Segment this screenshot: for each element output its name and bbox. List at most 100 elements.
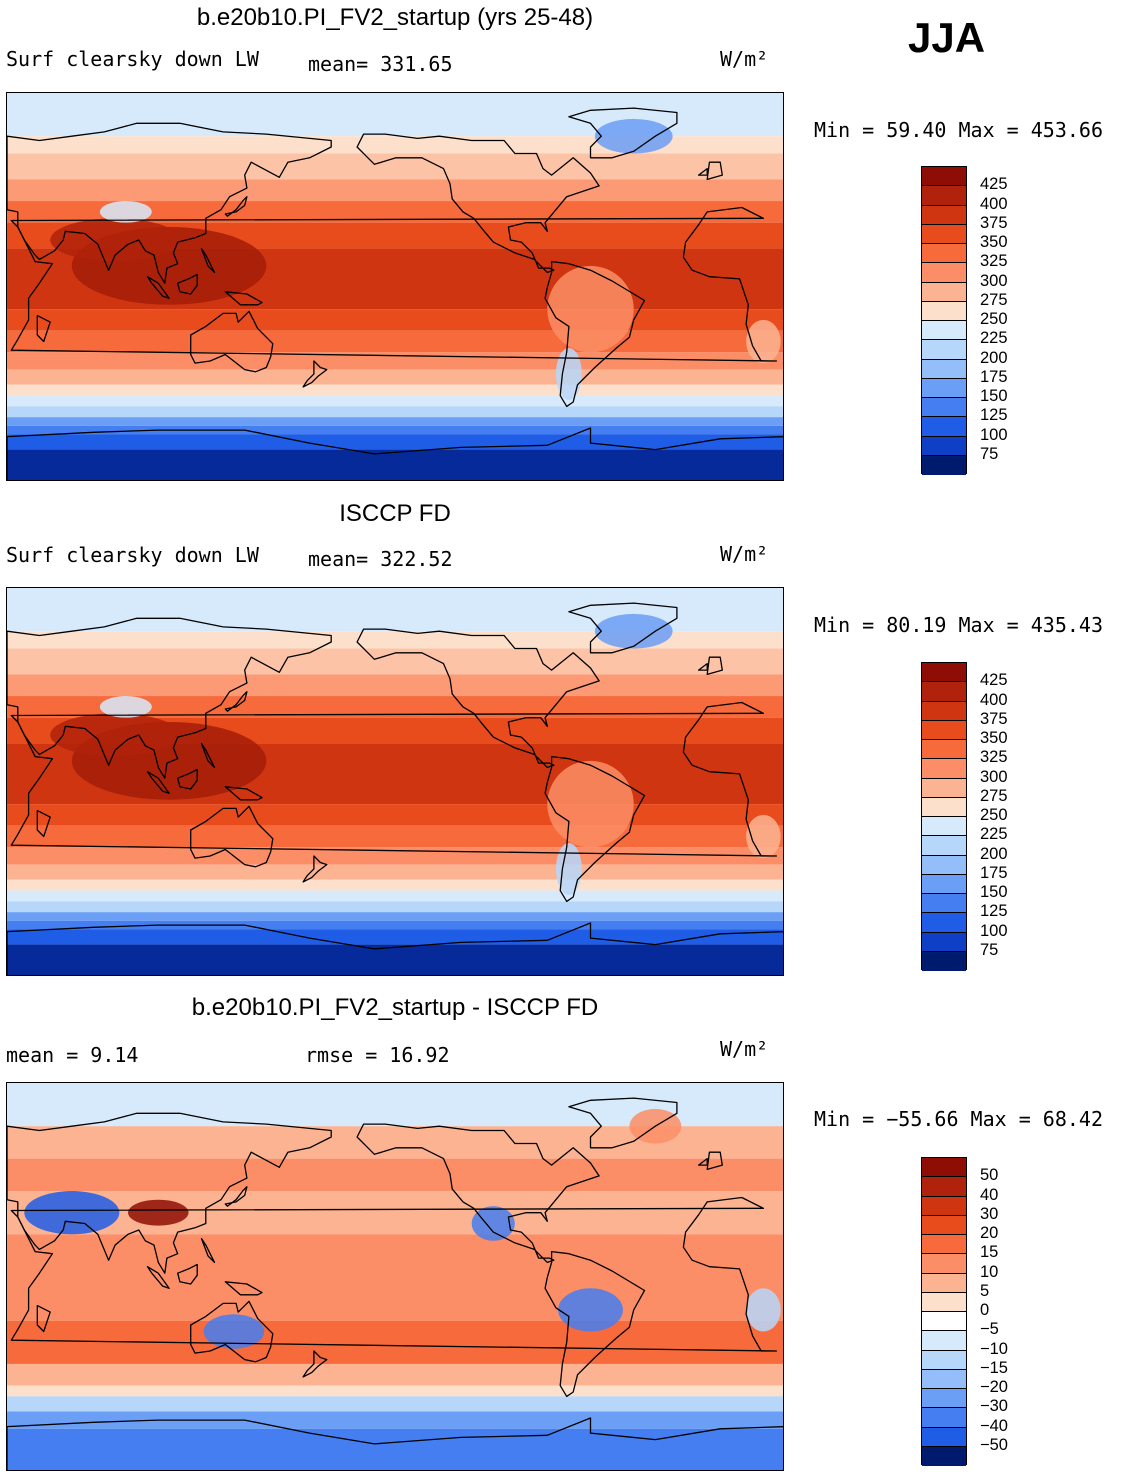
colorbar-swatch: [922, 913, 966, 933]
field-band: [7, 384, 783, 396]
field-band: [7, 434, 783, 450]
field-anomaly: [547, 265, 634, 353]
colorbar-level-label: 40: [980, 1185, 999, 1204]
colorbar-level-label: 30: [980, 1204, 999, 1223]
colorbar-swatch: [922, 167, 966, 187]
field-anomaly: [746, 1288, 781, 1332]
field-band: [7, 179, 783, 202]
colorbar-swatch: [922, 282, 966, 302]
colorbar-level-label: 200: [980, 844, 1008, 863]
coastline: [224, 196, 248, 217]
field-band: [7, 352, 783, 370]
coastline: [190, 1300, 274, 1363]
colorbar-level-label: 125: [980, 406, 1008, 425]
coastline: [10, 701, 778, 857]
panel1-units-label: W/m²: [720, 47, 769, 71]
coastline: [7, 427, 783, 480]
colorbar-swatch: [922, 263, 966, 283]
field-anomaly: [50, 218, 180, 262]
coastline: [356, 1123, 600, 1264]
colorbar-level-label: 325: [980, 748, 1008, 767]
field-anomaly: [99, 201, 152, 223]
field-band: [7, 201, 783, 223]
field-anomaly: [99, 696, 152, 718]
colorbar-swatch: [922, 797, 966, 817]
colorbar-level-label: 75: [980, 940, 999, 959]
colorbar-level-label: 50: [980, 1166, 999, 1185]
colorbar-swatch: [922, 1292, 966, 1312]
coastline: [224, 691, 248, 712]
field-band: [7, 879, 783, 891]
coastline: [568, 107, 678, 159]
colorbar-level-label: 250: [980, 310, 1008, 328]
coastline: [568, 602, 678, 654]
colorbar-level-label: 400: [980, 690, 1008, 709]
colorbar-swatch: [922, 1158, 966, 1178]
coastline: [146, 276, 170, 299]
field-band: [7, 395, 783, 407]
colorbar-swatch: [922, 1427, 966, 1447]
field-band: [7, 864, 783, 880]
colorbar-level-label: 275: [980, 786, 1008, 805]
colorbar-swatch: [922, 1312, 966, 1332]
colorbar-swatch: [922, 874, 966, 894]
coastline: [146, 771, 170, 794]
colorbar-level-label: −5: [980, 1320, 999, 1339]
colorbar-level-label: 125: [980, 902, 1008, 921]
coastline: [302, 360, 328, 388]
field-band: [7, 417, 783, 426]
field-band: [7, 804, 783, 826]
panel1-title: b.e20b10.PI_FV2_startup (yrs 25-48): [196, 4, 594, 31]
colorbar-level-label: 300: [980, 271, 1008, 290]
field-band: [7, 674, 783, 697]
colorbar-swatch: [922, 759, 966, 779]
panel1-variable-label: Surf clearsky down LW: [6, 47, 259, 71]
coastline: [10, 1196, 778, 1352]
colorbar-level-label: −50: [980, 1435, 1008, 1454]
panel3-rmse-label: rmse = 16.92: [305, 1043, 450, 1067]
field-anomaly: [746, 319, 781, 364]
coastline: [177, 273, 198, 295]
colorbar-swatch: [922, 1350, 966, 1370]
map-canvas: [7, 93, 783, 480]
coastline: [177, 1263, 198, 1285]
colorbar-swatch: [922, 894, 966, 914]
colorbar-level-label: 375: [980, 709, 1008, 728]
colorbar-level-label: 150: [980, 387, 1008, 405]
colorbar-level-label: 10: [980, 1262, 999, 1281]
field-band: [7, 425, 783, 435]
colorbar-level-label: 100: [980, 921, 1008, 940]
coastline: [706, 656, 723, 676]
coastline: [302, 1350, 328, 1378]
coastline: [544, 1250, 646, 1398]
field-band: [7, 1234, 783, 1321]
panel2-units-label: W/m²: [720, 542, 769, 566]
colorbar-level-label: 325: [980, 252, 1008, 271]
colorbar-level-label: −10: [980, 1339, 1008, 1358]
coastline: [36, 314, 51, 343]
field-anomaly: [50, 713, 180, 757]
colorbar-swatch: [922, 1446, 966, 1466]
colorbar-level-label: −40: [980, 1416, 1008, 1435]
colorbar-swatch: [922, 836, 966, 856]
colorbar-swatch: [922, 321, 966, 341]
coastline: [200, 247, 216, 274]
coastline: [224, 1186, 248, 1207]
colorbar-level-label: 425: [980, 175, 1008, 194]
panel1-map: [6, 92, 784, 481]
field-anomaly: [547, 760, 634, 848]
panel3-map: [6, 1082, 784, 1471]
colorbar-level-label: 5: [980, 1281, 990, 1300]
field-anomaly: [555, 348, 582, 400]
coastline: [697, 662, 708, 671]
colorbar-swatch: [922, 1331, 966, 1351]
coastline: [356, 628, 600, 769]
field-band: [7, 330, 783, 353]
coastline: [697, 167, 708, 176]
field-anomaly: [471, 1206, 515, 1241]
field-band: [7, 901, 783, 913]
coastline: [544, 260, 646, 408]
colorbar-swatch: [922, 1389, 966, 1409]
colorbar-swatch: [922, 455, 966, 475]
field-band: [7, 369, 783, 385]
